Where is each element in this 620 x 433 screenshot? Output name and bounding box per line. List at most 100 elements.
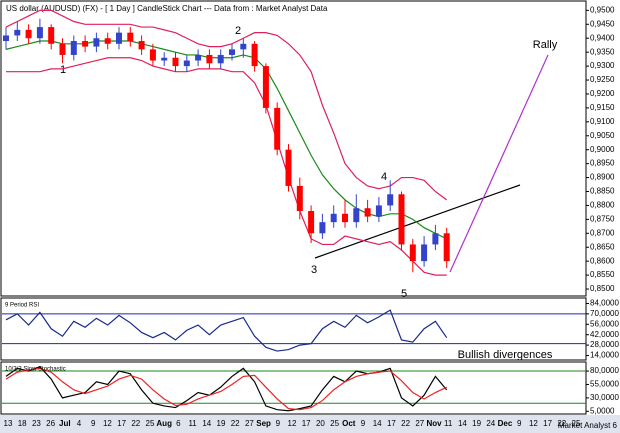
footer: Market Analyst 6 bbox=[558, 421, 618, 430]
x-tick-label: 26 bbox=[46, 419, 55, 428]
wave-label: 4 bbox=[381, 171, 387, 183]
candle-body bbox=[14, 29, 21, 36]
y-tick-label: 0,8850 bbox=[590, 187, 615, 196]
panel-title: 9 Period RSI bbox=[5, 303, 39, 309]
wave-label: 3 bbox=[311, 264, 317, 276]
x-tick-label: 25 bbox=[330, 419, 339, 428]
x-tick-label: 22 bbox=[231, 419, 240, 428]
x-tick-label: Sep bbox=[256, 419, 271, 428]
x-tick-label: 4 bbox=[77, 419, 82, 428]
candle-body bbox=[398, 194, 405, 245]
y-tick-label: 0,9100 bbox=[590, 117, 615, 126]
y-tick-label: 0,9400 bbox=[590, 33, 615, 42]
stoch-panel bbox=[0, 361, 587, 415]
candle-body bbox=[104, 38, 111, 44]
candle-body bbox=[285, 149, 292, 186]
candle-body bbox=[274, 107, 281, 150]
price-panel bbox=[0, 0, 587, 297]
x-tick-label: 27 bbox=[415, 419, 424, 428]
x-tick-label: 17 bbox=[117, 419, 126, 428]
candle-body bbox=[138, 41, 145, 50]
candle-body bbox=[262, 66, 269, 108]
panel-title: 10/3/3 Slow Stochastic bbox=[5, 367, 66, 373]
x-tick-label: 9 bbox=[361, 419, 366, 428]
x-tick-label: 17 bbox=[387, 419, 396, 428]
x-tick-label: 18 bbox=[18, 419, 27, 428]
rally-line bbox=[449, 54, 549, 273]
y-tick-label: 0,9450 bbox=[590, 19, 615, 28]
y-tick-label: 0,9000 bbox=[590, 145, 615, 154]
x-tick-label: 25 bbox=[146, 419, 155, 428]
y-tick-label: 0,8950 bbox=[590, 159, 615, 168]
candle-body bbox=[409, 244, 416, 262]
candle-body bbox=[36, 27, 43, 39]
date-axis bbox=[0, 415, 620, 433]
y-tick-label: 30,0000 bbox=[590, 393, 619, 402]
candle-body bbox=[93, 38, 100, 47]
y-tick-label: 0,8700 bbox=[590, 228, 615, 237]
series-line bbox=[5, 40, 447, 240]
wave-label: 2 bbox=[235, 25, 241, 37]
candle-body bbox=[3, 35, 9, 42]
x-tick-label: 27 bbox=[245, 419, 254, 428]
candle-body bbox=[364, 208, 371, 217]
x-tick-label: 13 bbox=[4, 419, 13, 428]
candle-body bbox=[217, 54, 224, 64]
candle-body bbox=[432, 233, 439, 245]
y-tick-label: 0,9150 bbox=[590, 103, 615, 112]
y-tick-label: 0,9050 bbox=[590, 131, 615, 140]
candle-body bbox=[330, 213, 337, 223]
rally-label: Rally bbox=[533, 39, 558, 51]
x-tick-label: 11 bbox=[188, 419, 197, 428]
divergence-label: Bullish divergences bbox=[458, 349, 553, 361]
candle-body bbox=[353, 208, 360, 223]
x-tick-label: Dec bbox=[498, 419, 513, 428]
x-tick-label: Nov bbox=[426, 419, 442, 428]
x-tick-label: 17 bbox=[302, 419, 311, 428]
x-tick-label: 9 bbox=[276, 419, 281, 428]
y-tick-label: 14,0000 bbox=[590, 351, 619, 360]
x-tick-label: Aug bbox=[156, 419, 172, 428]
y-tick-label: 0,9300 bbox=[590, 61, 615, 70]
y-tick-label: 0,9200 bbox=[590, 89, 615, 98]
x-tick-label: 24 bbox=[486, 419, 495, 428]
y-tick-label: 5,0000 bbox=[590, 406, 615, 415]
y-tick-label: 0,8800 bbox=[590, 201, 615, 210]
y-tick-label: 0,8750 bbox=[590, 214, 615, 223]
candle-body bbox=[375, 205, 382, 217]
x-tick-label: Jul bbox=[59, 419, 71, 428]
candle-body bbox=[48, 27, 55, 44]
wave-label: 1 bbox=[60, 64, 66, 76]
x-tick-label: 14 bbox=[373, 419, 382, 428]
y-tick-label: 80,0000 bbox=[590, 366, 619, 375]
x-tick-label: 20 bbox=[316, 419, 325, 428]
y-tick-label: 0,8550 bbox=[590, 270, 615, 279]
candle-body bbox=[229, 49, 235, 55]
y-tick-label: 0,9350 bbox=[590, 47, 615, 56]
y-tick-label: 0,9500 bbox=[590, 5, 615, 14]
y-tick-label: 84,0000 bbox=[590, 299, 619, 308]
x-tick-label: 9 bbox=[91, 419, 96, 428]
x-tick-label: 14 bbox=[202, 419, 211, 428]
x-tick-label: 23 bbox=[32, 419, 41, 428]
candle-body bbox=[342, 213, 348, 223]
candle-body bbox=[296, 185, 303, 212]
candle-body bbox=[421, 244, 428, 262]
y-tick-label: 56,0000 bbox=[590, 319, 619, 328]
x-tick-label: 17 bbox=[543, 419, 552, 428]
x-tick-label: 19 bbox=[217, 419, 226, 428]
candle-body bbox=[251, 43, 258, 67]
x-tick-label: Oct bbox=[342, 419, 356, 428]
x-tick-label: 25 bbox=[572, 419, 581, 428]
x-tick-label: 19 bbox=[472, 419, 481, 428]
series-line bbox=[5, 367, 447, 411]
candle-body bbox=[161, 57, 168, 61]
candle-body bbox=[206, 54, 213, 64]
candle-body bbox=[172, 57, 179, 67]
x-tick-label: 6 bbox=[176, 419, 181, 428]
x-tick-label: 12 bbox=[103, 419, 112, 428]
x-tick-label: 12 bbox=[529, 419, 538, 428]
candle-body bbox=[195, 54, 202, 61]
trend-line bbox=[314, 184, 521, 259]
